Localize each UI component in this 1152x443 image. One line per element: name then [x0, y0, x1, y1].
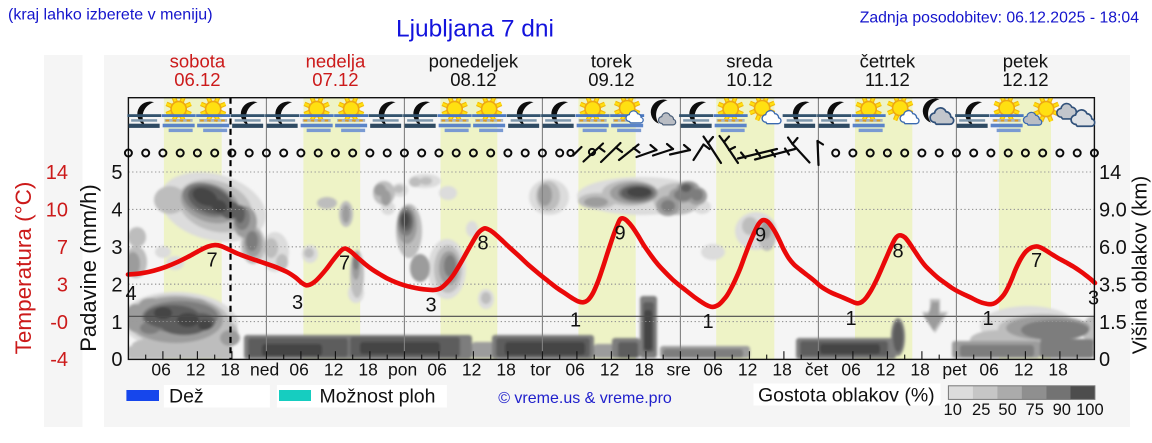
svg-text:12.12: 12.12 — [1002, 69, 1048, 90]
svg-text:06: 06 — [841, 360, 860, 380]
svg-text:1: 1 — [111, 312, 122, 334]
svg-text:06: 06 — [565, 360, 584, 380]
svg-text:Temperatura (°C): Temperatura (°C) — [11, 182, 36, 355]
svg-text:18: 18 — [1048, 360, 1067, 380]
svg-text:ned: ned — [250, 360, 279, 380]
svg-text:1: 1 — [570, 310, 581, 332]
svg-text:ponedeljek: ponedeljek — [429, 51, 519, 72]
svg-text:8: 8 — [892, 241, 903, 263]
svg-text:3.5: 3.5 — [1099, 274, 1127, 296]
svg-text:06: 06 — [703, 360, 722, 380]
svg-text:75: 75 — [1026, 401, 1044, 419]
svg-text:3: 3 — [1088, 288, 1099, 310]
svg-text:torek: torek — [591, 51, 633, 72]
svg-text:(kraj lahko izberete v meniju): (kraj lahko izberete v meniju) — [8, 7, 213, 24]
svg-text:50: 50 — [998, 401, 1016, 419]
svg-text:Gostota oblakov (%): Gostota oblakov (%) — [758, 385, 935, 407]
svg-text:12: 12 — [600, 360, 619, 380]
svg-text:90: 90 — [1053, 401, 1071, 419]
svg-text:100: 100 — [1076, 401, 1104, 419]
svg-text:06: 06 — [289, 360, 308, 380]
svg-text:1: 1 — [702, 311, 713, 333]
svg-text:09.12: 09.12 — [588, 69, 634, 90]
svg-text:7: 7 — [339, 253, 350, 275]
svg-text:08.12: 08.12 — [450, 69, 496, 90]
svg-text:06: 06 — [151, 360, 170, 380]
svg-text:18: 18 — [496, 360, 515, 380]
svg-text:sre: sre — [666, 360, 690, 380]
svg-text:Možnost ploh: Možnost ploh — [320, 386, 436, 408]
svg-text:18: 18 — [220, 360, 239, 380]
svg-text:7: 7 — [1031, 250, 1042, 272]
svg-text:Ljubljana 7 dni: Ljubljana 7 dni — [396, 16, 554, 43]
svg-text:1.5: 1.5 — [1099, 312, 1127, 334]
svg-text:-0: -0 — [50, 312, 68, 334]
svg-text:Zadnja posodobitev: 06.12.2025: Zadnja posodobitev: 06.12.2025 - 18:04 — [860, 10, 1140, 27]
svg-text:2: 2 — [111, 274, 122, 296]
svg-text:18: 18 — [910, 360, 929, 380]
svg-text:6.0: 6.0 — [1099, 237, 1127, 259]
svg-text:12: 12 — [324, 360, 343, 380]
svg-text:Padavine (mm/h): Padavine (mm/h) — [76, 184, 101, 352]
svg-text:8: 8 — [477, 233, 488, 255]
svg-text:1: 1 — [845, 308, 856, 330]
svg-text:4: 4 — [125, 283, 136, 305]
svg-text:čet: čet — [805, 360, 828, 380]
svg-text:3: 3 — [425, 295, 436, 317]
svg-text:0: 0 — [111, 349, 122, 371]
svg-text:0: 0 — [1099, 349, 1110, 371]
svg-text:3: 3 — [292, 292, 303, 314]
svg-text:18: 18 — [358, 360, 377, 380]
svg-text:06: 06 — [979, 360, 998, 380]
svg-text:12: 12 — [876, 360, 895, 380]
svg-text:9.0: 9.0 — [1099, 200, 1127, 222]
svg-text:pon: pon — [388, 360, 417, 380]
svg-text:06.12: 06.12 — [174, 69, 220, 90]
svg-text:tor: tor — [530, 360, 551, 380]
svg-text:14: 14 — [46, 162, 68, 184]
svg-text:25: 25 — [972, 401, 990, 419]
svg-text:Višina oblakov (km): Višina oblakov (km) — [1129, 176, 1152, 355]
svg-text:12: 12 — [1014, 360, 1033, 380]
svg-text:4: 4 — [111, 200, 122, 222]
svg-text:9: 9 — [755, 225, 766, 247]
svg-text:12: 12 — [462, 360, 481, 380]
svg-text:1: 1 — [982, 308, 993, 330]
svg-text:Dež: Dež — [169, 386, 204, 408]
svg-text:četrtek: četrtek — [860, 51, 916, 72]
svg-text:petek: petek — [1003, 51, 1049, 72]
svg-text:06: 06 — [427, 360, 446, 380]
svg-text:-4: -4 — [50, 349, 68, 371]
svg-text:nedelja: nedelja — [306, 51, 366, 72]
svg-text:sreda: sreda — [726, 51, 773, 72]
svg-text:07.12: 07.12 — [312, 69, 358, 90]
svg-text:10.12: 10.12 — [726, 69, 772, 90]
svg-text:10: 10 — [944, 401, 962, 419]
svg-text:10: 10 — [46, 200, 68, 222]
svg-text:9: 9 — [614, 223, 625, 245]
svg-text:11.12: 11.12 — [865, 69, 910, 90]
svg-text:7: 7 — [206, 250, 217, 272]
svg-text:sobota: sobota — [170, 51, 226, 72]
svg-text:14: 14 — [1099, 162, 1121, 184]
svg-text:© vreme.us & vreme.pro: © vreme.us & vreme.pro — [498, 390, 672, 407]
svg-text:3: 3 — [111, 237, 122, 259]
svg-text:5: 5 — [111, 162, 122, 184]
svg-text:18: 18 — [634, 360, 653, 380]
svg-text:7: 7 — [57, 237, 68, 259]
svg-text:12: 12 — [186, 360, 205, 380]
svg-text:18: 18 — [772, 360, 791, 380]
svg-text:12: 12 — [738, 360, 757, 380]
svg-text:pet: pet — [942, 360, 966, 380]
svg-text:3: 3 — [57, 274, 68, 296]
